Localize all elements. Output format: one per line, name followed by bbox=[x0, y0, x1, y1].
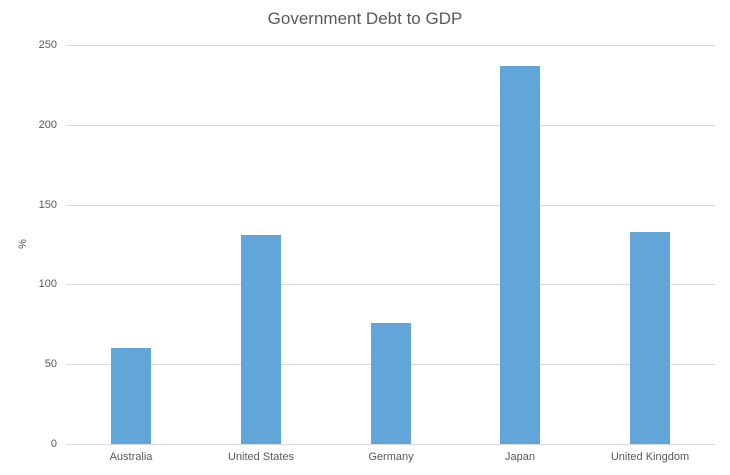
x-tick-label-japan: Japan bbox=[505, 451, 535, 463]
x-tick-label-australia: Australia bbox=[109, 451, 153, 463]
y-tick-label-0: 0 bbox=[50, 438, 57, 450]
chart-title: Government Debt to GDP bbox=[267, 9, 463, 28]
bar-united-kingdom bbox=[630, 232, 670, 444]
bar-germany bbox=[371, 323, 411, 444]
gridline-200 bbox=[66, 125, 715, 126]
x-tick-label-united-states: United States bbox=[227, 451, 295, 463]
bar-japan bbox=[500, 66, 540, 444]
y-tick-label-200: 200 bbox=[38, 119, 57, 131]
y-axis-title: % bbox=[17, 239, 29, 249]
y-tick-label-100: 100 bbox=[38, 278, 57, 290]
y-tick-label-250: 250 bbox=[38, 39, 57, 51]
bar-australia bbox=[111, 348, 151, 444]
gridline-100 bbox=[66, 284, 715, 285]
x-tick-label-germany: Germany bbox=[368, 451, 414, 463]
plot-area bbox=[66, 45, 715, 445]
bar-united-states bbox=[241, 235, 281, 444]
gridline-250 bbox=[66, 45, 715, 46]
y-tick-label-150: 150 bbox=[38, 199, 57, 211]
x-tick-label-united-kingdom: United Kingdom bbox=[610, 451, 690, 463]
y-tick-label-50: 50 bbox=[44, 358, 57, 370]
gridline-150 bbox=[66, 205, 715, 206]
